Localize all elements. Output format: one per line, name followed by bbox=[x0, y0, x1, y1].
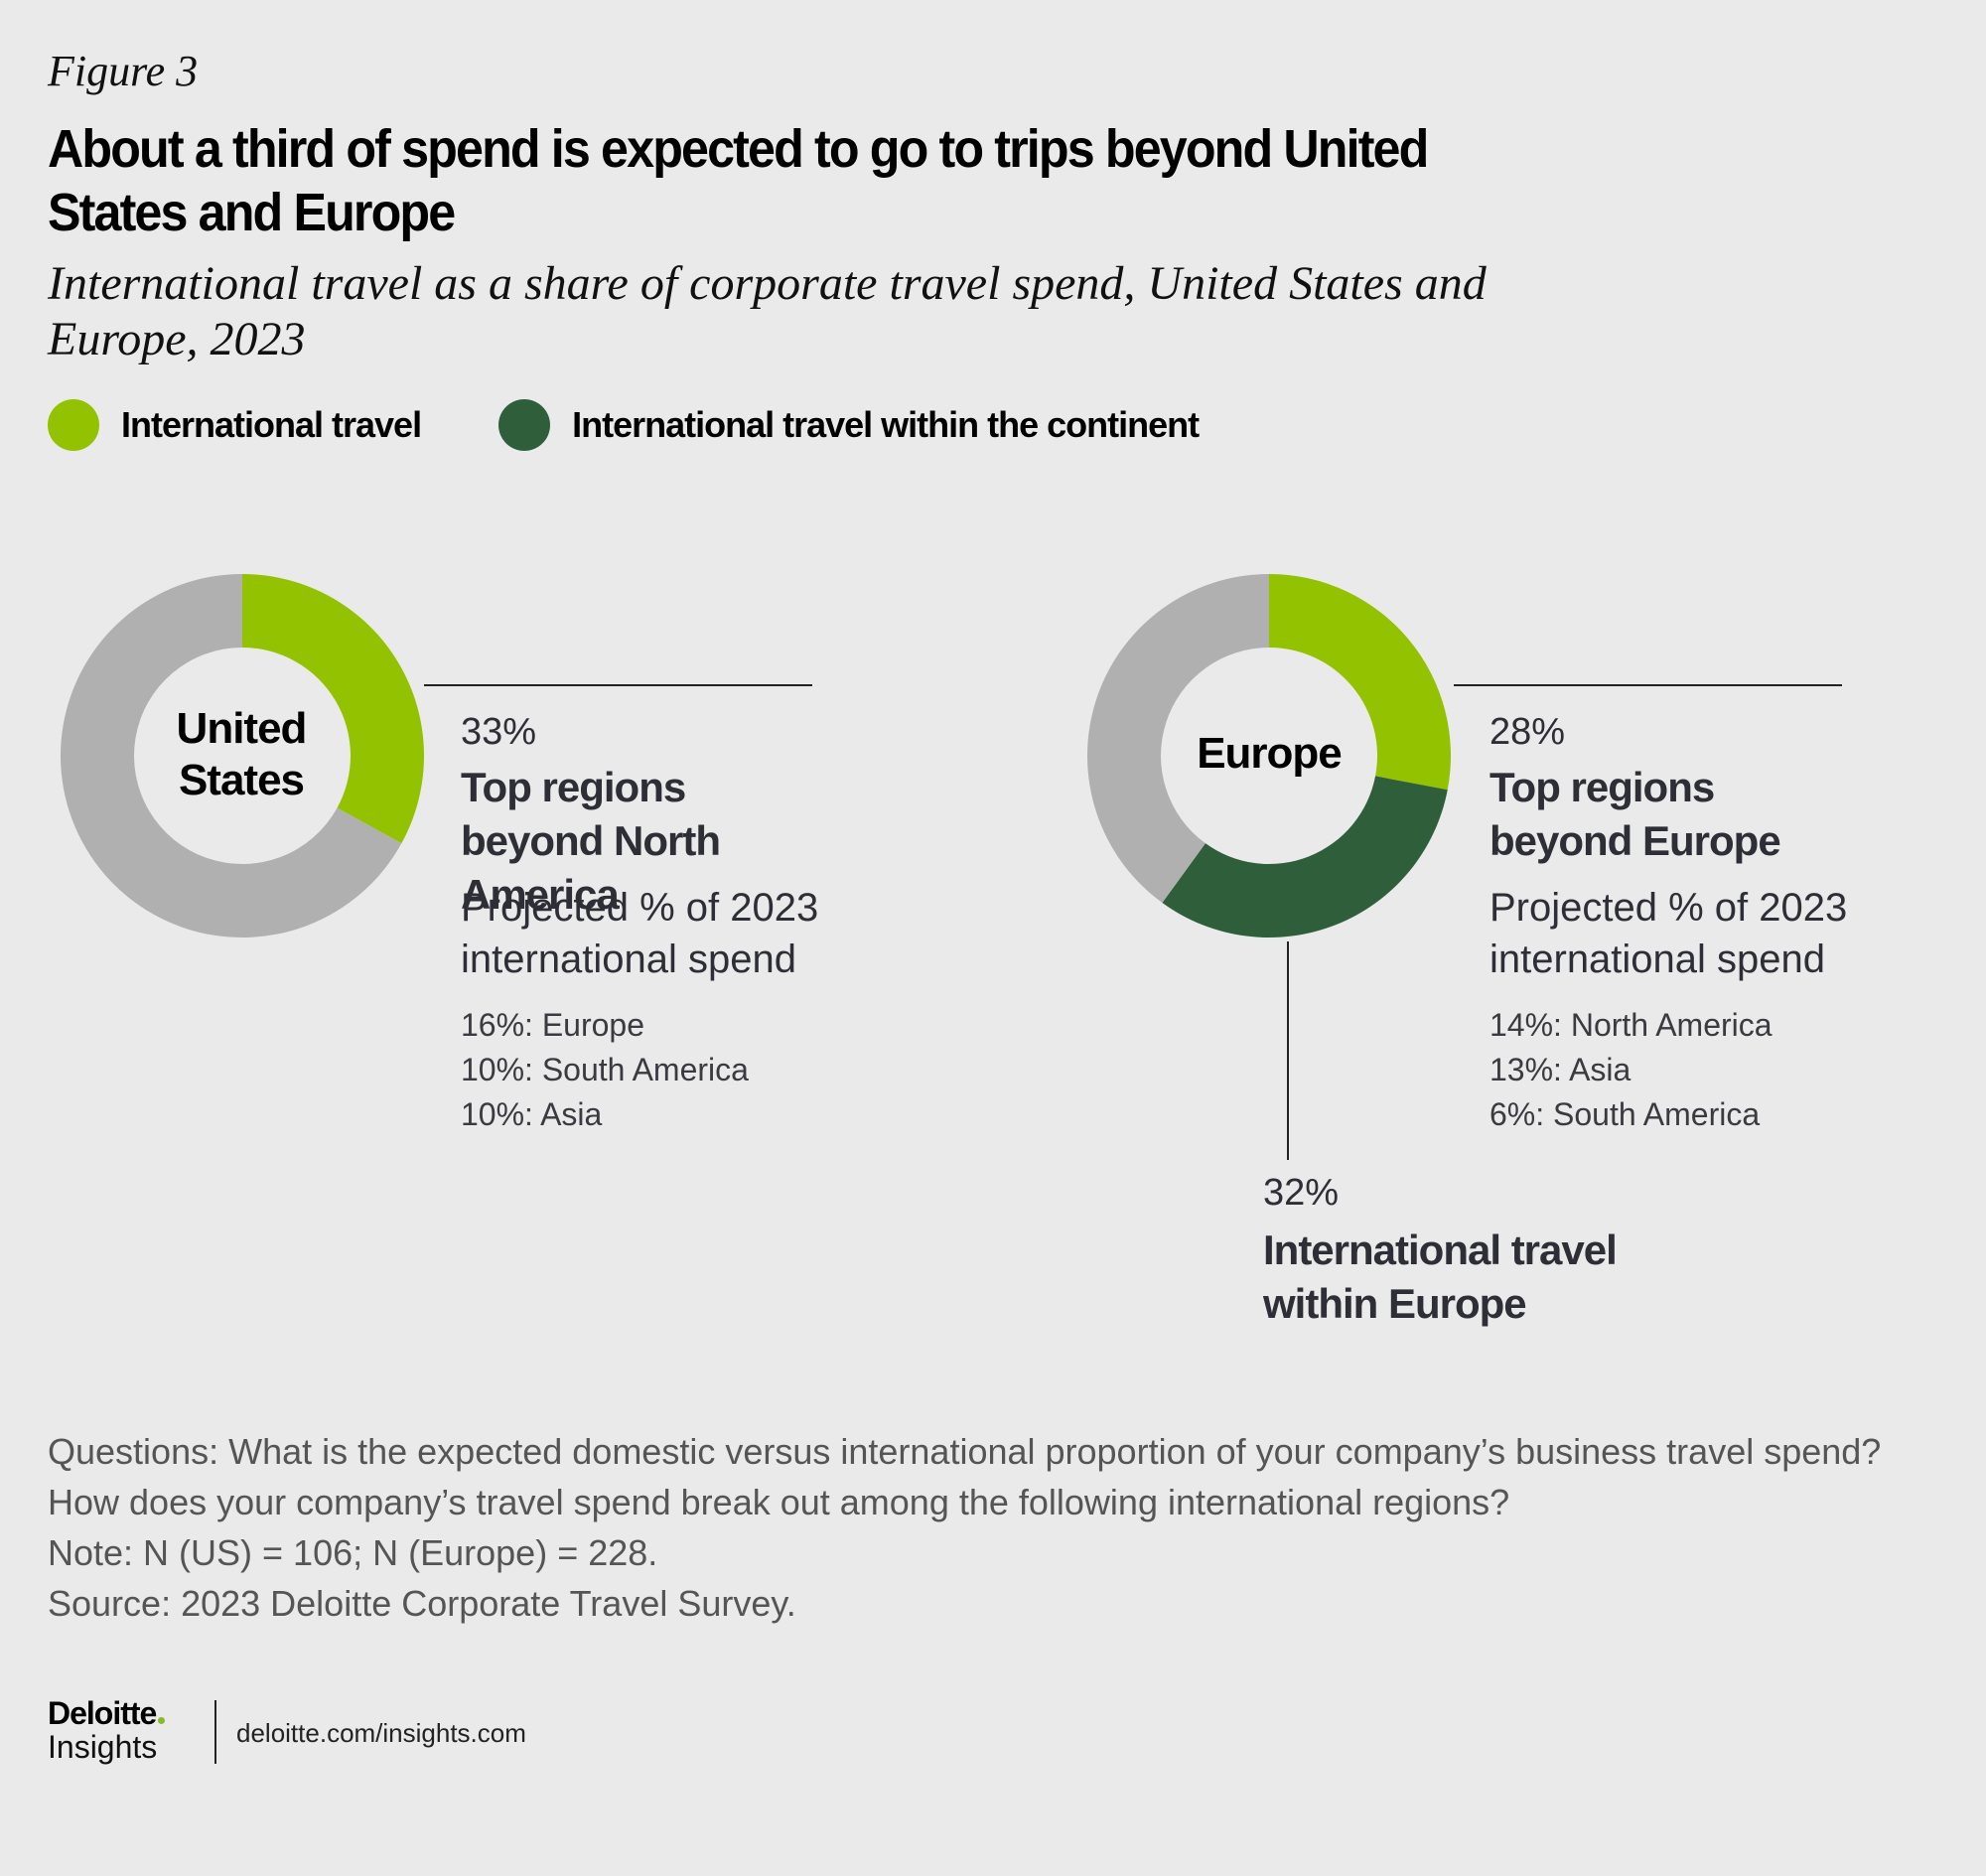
annotation-rule-europe bbox=[1454, 684, 1842, 686]
region-item: 14%: North America bbox=[1490, 1007, 1773, 1043]
region-item: 6%: South America bbox=[1490, 1096, 1761, 1132]
donut-slice-other bbox=[61, 574, 402, 938]
annotation-value-united-states: 33% bbox=[461, 711, 537, 753]
legend-item-within-continent: International travel within the continen… bbox=[498, 399, 1200, 451]
annotation-category-europe: Top regions beyond Europe bbox=[1490, 764, 1781, 864]
donut-chart-europe bbox=[1087, 574, 1451, 938]
legend: International travel International trave… bbox=[48, 399, 1276, 451]
chart-title: About a third of spend is expected to go… bbox=[48, 119, 1429, 242]
legend-label: International travel bbox=[121, 404, 422, 445]
donut-slice-other bbox=[1087, 574, 1269, 904]
donut-center-label-united-states: United States bbox=[176, 704, 308, 804]
legend-label: International travel within the continen… bbox=[572, 404, 1200, 445]
legend-swatch-international bbox=[48, 399, 99, 451]
annotation-subheading-europe: Projected % of 2023 international spend bbox=[1490, 886, 1848, 981]
deloitte-insights-logo: Deloitte Insights bbox=[48, 1695, 166, 1765]
note-text: Note: N (US) = 106; N (Europe) = 228. bbox=[48, 1532, 658, 1573]
annotation-category-within-europe: International travel within Europe bbox=[1263, 1227, 1618, 1327]
donut-slice-international-travel-within-the-continent bbox=[1162, 776, 1448, 938]
annotation-rule-within-europe bbox=[1287, 941, 1289, 1160]
logo-sub-text: Insights bbox=[48, 1729, 158, 1765]
region-item: 13%: Asia bbox=[1490, 1052, 1631, 1087]
donut-slice-international-travel bbox=[242, 574, 425, 844]
region-item: 16%: Europe bbox=[461, 1007, 645, 1043]
annotation-value-europe: 28% bbox=[1490, 711, 1566, 753]
legend-swatch-within-continent bbox=[498, 399, 551, 451]
figure-label: Figure 3 bbox=[48, 47, 199, 95]
legend-item-international: International travel bbox=[48, 399, 422, 451]
logo-dot-icon bbox=[158, 1717, 166, 1724]
logo-main-text: Deloitte bbox=[48, 1695, 157, 1731]
questions-text: Questions: What is the expected domestic… bbox=[48, 1431, 1882, 1522]
source-text: Source: 2023 Deloitte Corporate Travel S… bbox=[48, 1583, 796, 1624]
chart-subtitle: International travel as a share of corpo… bbox=[48, 257, 1487, 365]
footer-url: deloitte.com/insights.com bbox=[236, 1718, 526, 1748]
donut-center-label-europe: Europe bbox=[1197, 729, 1343, 778]
annotation-rule-united-states bbox=[424, 684, 812, 686]
annotation-category-united-states: Top regions beyond North America bbox=[461, 764, 721, 918]
notes: Questions: What is the expected domestic… bbox=[48, 1426, 1954, 1629]
region-item: 10%: South America bbox=[461, 1052, 749, 1087]
region-item: 10%: Asia bbox=[461, 1096, 603, 1132]
footer-divider bbox=[214, 1700, 216, 1764]
donut-chart-united-states bbox=[61, 574, 425, 938]
region-list-europe: 14%: North America 13%: Asia 6%: South A… bbox=[1490, 1003, 1773, 1137]
donut-slice-international-travel bbox=[1269, 574, 1451, 791]
region-list-united-states: 16%: Europe 10%: South America 10%: Asia bbox=[461, 1003, 749, 1137]
annotation-value-within-europe: 32% bbox=[1263, 1172, 1340, 1214]
annotation-subheading-united-states: Projected % of 2023 international spend bbox=[461, 886, 819, 981]
